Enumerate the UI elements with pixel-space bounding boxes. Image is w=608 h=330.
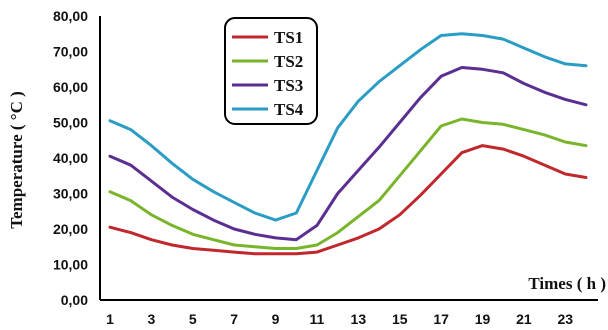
y-axis-ticks: 0,00 10,00 20,00 30,00 40,00 50,00 60,00 70,00 8… [53,8,88,308]
y-tick-label: 0,00 [61,292,88,308]
x-axis-title: Times ( h ) [528,274,606,293]
x-tick-label: 13 [351,311,367,327]
series-line-ts4 [108,32,588,222]
x-tick-label: 17 [433,311,449,327]
x-tick-label: 5 [189,311,197,327]
y-tick-label: 20,00 [53,221,88,237]
y-tick-label: 40,00 [53,150,88,166]
legend-label-ts3: TS3 [274,76,303,95]
x-tick-label: 23 [558,311,574,327]
legend-label-ts2: TS2 [274,52,303,71]
series-lines [108,32,588,256]
series-line-ts2 [108,117,588,250]
x-tick-label: 11 [310,311,325,327]
x-tick-label: 21 [516,311,532,327]
y-tick-label: 70,00 [53,44,88,60]
x-tick-label: 15 [392,311,408,327]
x-tick-label: 9 [272,311,280,327]
y-tick-label: 80,00 [53,8,88,24]
series-line-ts1 [108,144,588,256]
x-axis-ticks: 1 3 5 7 9 11 13 15 17 19 21 23 [106,311,573,327]
legend: TS1 TS2 TS3 TS4 [224,17,318,125]
x-tick-label: 1 [106,311,114,327]
x-tick-label: 3 [147,311,155,327]
legend-box [224,17,318,125]
y-tick-label: 50,00 [53,115,88,131]
x-tick-label: 19 [475,311,491,327]
series-line-ts3 [108,66,588,242]
y-tick-label: 60,00 [53,79,88,95]
x-tick-label: 7 [230,311,238,327]
legend-label-ts4: TS4 [274,100,304,119]
y-tick-label: 30,00 [53,186,88,202]
y-tick-label: 10,00 [53,257,88,273]
legend-label-ts1: TS1 [274,28,303,47]
y-axis-title: Temperature ( °C ) [7,91,26,229]
